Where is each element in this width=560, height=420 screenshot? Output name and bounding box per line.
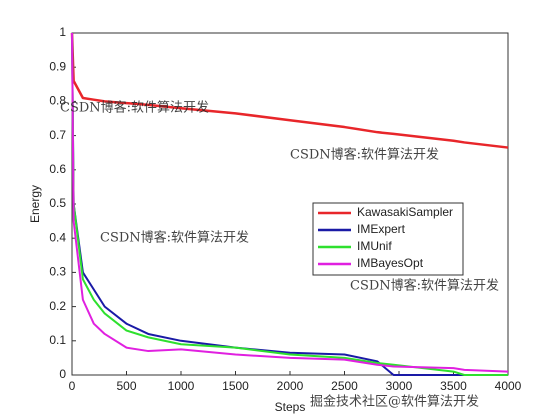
x-tick-label: 2000 xyxy=(277,379,304,393)
y-tick-label: 0.6 xyxy=(49,162,66,176)
series-line xyxy=(71,32,508,376)
y-tick-label: 0.7 xyxy=(49,128,66,142)
x-tick-label: 0 xyxy=(69,379,76,393)
y-tick-label: 0 xyxy=(59,367,66,381)
x-tick-label: 1000 xyxy=(168,379,195,393)
x-tick-label: 2500 xyxy=(331,379,358,393)
y-tick-label: 0.5 xyxy=(49,196,66,210)
watermark: CSDN博客:软件算法开发 xyxy=(350,278,499,294)
y-tick-label: 0.8 xyxy=(49,94,66,108)
series-line xyxy=(71,32,509,373)
legend-label: IMBayesOpt xyxy=(357,256,424,270)
watermark: CSDN博客:软件算法开发 xyxy=(100,230,249,246)
x-tick-label: 4000 xyxy=(495,379,522,393)
x-tick-label: 3500 xyxy=(440,379,467,393)
series-line xyxy=(70,32,509,149)
legend-label: IMExpert xyxy=(357,222,406,236)
y-tick-label: 0.1 xyxy=(49,333,66,347)
y-tick-label: 0.2 xyxy=(49,299,66,313)
y-tick-label: 0.4 xyxy=(49,230,66,244)
x-tick-label: 500 xyxy=(116,379,136,393)
x-axis-label: Steps xyxy=(275,400,306,414)
x-tick-label: 1500 xyxy=(222,379,249,393)
legend-label: KawasakiSampler xyxy=(357,205,453,219)
x-tick-label: 3000 xyxy=(386,379,413,393)
y-tick-label: 1 xyxy=(59,25,66,39)
y-tick-label: 0.9 xyxy=(49,59,66,73)
legend-label: IMUnif xyxy=(357,239,392,253)
y-axis-label: Energy xyxy=(28,185,42,223)
watermark: CSDN博客:软件算法开发 xyxy=(290,147,439,163)
watermark: 掘金技术社区@软件算法开发 xyxy=(310,394,479,410)
y-tick-label: 0.3 xyxy=(49,265,66,279)
watermark: CSDN博客:软件算法开发 xyxy=(60,100,209,116)
